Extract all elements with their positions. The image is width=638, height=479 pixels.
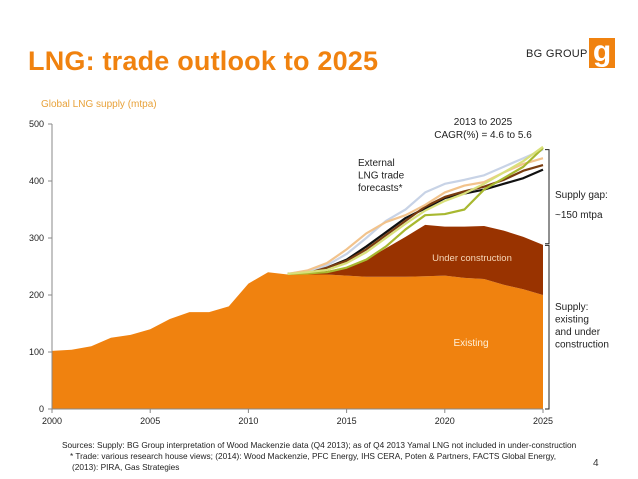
page-number: 4: [593, 458, 599, 469]
y-tick-label: 500: [29, 119, 44, 129]
annotation-gap: Supply gap:: [555, 190, 608, 201]
y-tick-label: 200: [29, 290, 44, 300]
forecast-line: [287, 148, 544, 275]
bg-logo-icon: g: [589, 35, 615, 68]
sources-line: Sources: Supply: BG Group interpretation…: [62, 440, 577, 450]
x-tick-label: 2005: [140, 416, 160, 426]
annotation-forecasts: LNG trade: [358, 171, 405, 182]
x-tick-label: 2015: [337, 416, 357, 426]
logo-letter: g: [592, 35, 612, 68]
x-tick-label: 2020: [435, 416, 455, 426]
annotation-supply: Supply:: [555, 302, 588, 313]
annotation-label-existing: Existing: [453, 338, 488, 349]
annotation-label-uc: Under construction: [432, 253, 512, 264]
annotation-cagr: 2013 to 2025: [454, 117, 513, 128]
under-construction-area: [287, 224, 543, 295]
annotation-forecasts: forecasts*: [358, 183, 403, 194]
annotation-forecasts: External: [358, 158, 395, 169]
y-axis-label: Global LNG supply (mtpa): [41, 99, 157, 110]
sources-line: (2013): PIRA, Gas Strategies: [72, 462, 180, 472]
annotation-supply: and under: [555, 327, 601, 338]
sources-note: Sources: Supply: BG Group interpretation…: [62, 440, 602, 473]
annotation-gap: ~150 mtpa: [555, 210, 603, 221]
x-tick-label: 2010: [238, 416, 258, 426]
supply-bracket: [545, 244, 550, 410]
annotation-cagr: CAGR(%) = 4.6 to 5.6: [434, 130, 532, 141]
y-tick-label: 0: [39, 404, 44, 414]
forecast-line: [287, 145, 544, 276]
x-tick-label: 2025: [533, 416, 553, 426]
x-tick-label: 2000: [42, 416, 62, 426]
sources-line: * Trade: various research house views; (…: [70, 451, 557, 461]
annotation-supply: existing: [555, 315, 589, 326]
page-title: LNG: trade outlook to 2025: [28, 46, 379, 76]
y-tick-label: 300: [29, 233, 44, 243]
supply-gap-bracket: [545, 149, 550, 245]
y-tick-label: 100: [29, 347, 44, 357]
brand-name: BG GROUP: [526, 48, 588, 60]
forecast-line: [287, 147, 544, 276]
annotation-supply: construction: [555, 340, 609, 351]
existing-area: [52, 272, 543, 409]
y-tick-label: 400: [29, 176, 44, 186]
